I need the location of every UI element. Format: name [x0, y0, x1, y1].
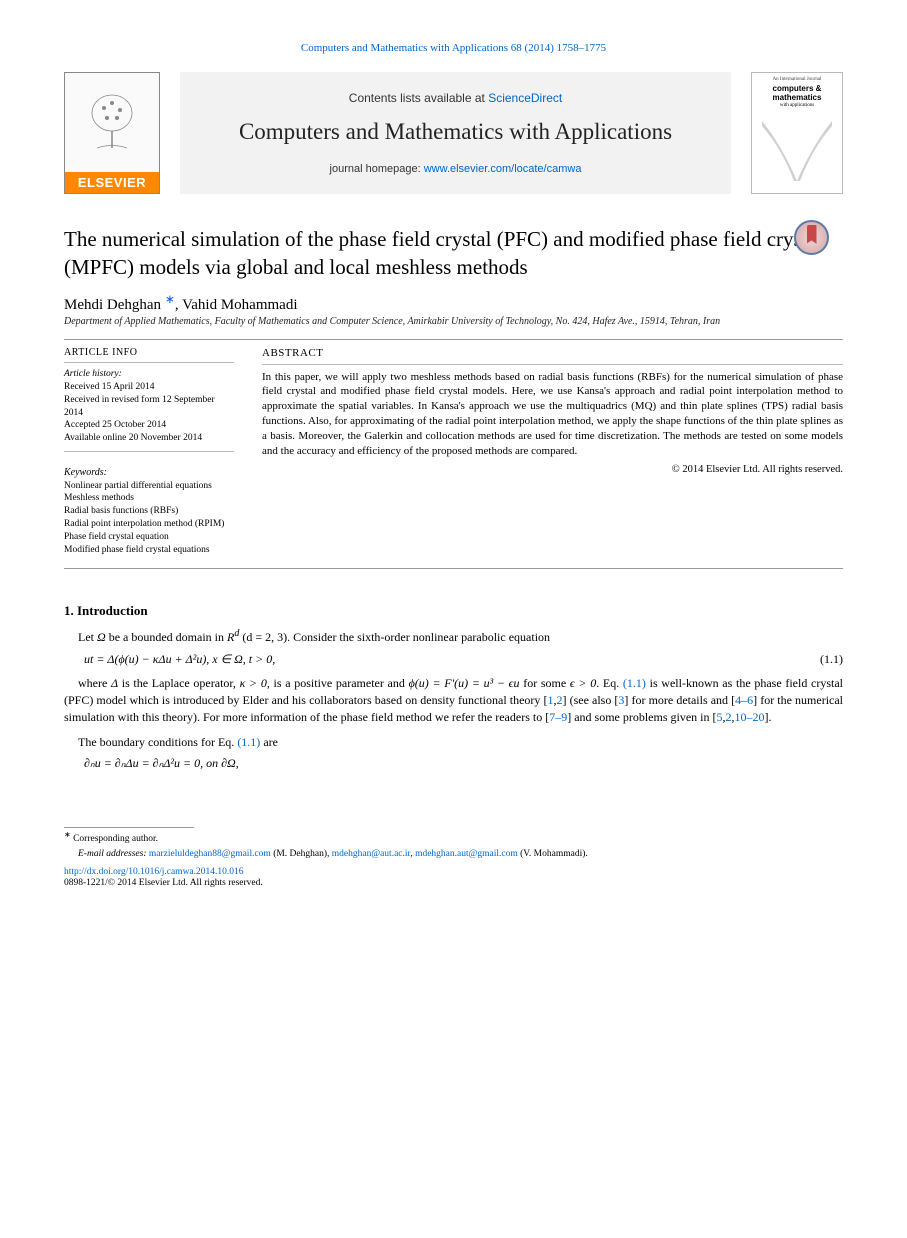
- publisher-logo[interactable]: ELSEVIER: [64, 72, 160, 194]
- section-header-intro: 1. Introduction: [0, 569, 907, 619]
- journal-cover[interactable]: An International Journal computers & mat…: [751, 72, 843, 194]
- eqref-1-1b[interactable]: (1.1): [237, 735, 260, 749]
- history-header: Article history:: [64, 368, 234, 381]
- email-label: E-mail addresses:: [78, 849, 149, 859]
- keyword-5: Phase field crystal equation: [64, 531, 234, 544]
- center-banner: Contents lists available at ScienceDirec…: [180, 72, 731, 194]
- cover-art: [756, 112, 838, 189]
- p2-t9: . Eq.: [596, 676, 623, 690]
- ref-7-9[interactable]: 7–9: [549, 710, 567, 724]
- eq-number: (1.1): [820, 652, 843, 667]
- article-title: The numerical simulation of the phase fi…: [0, 225, 907, 282]
- meta-abstract-row: ARTICLE INFO Article history: Received 1…: [0, 340, 907, 557]
- abstract-copyright: © 2014 Elsevier Ltd. All rights reserved…: [262, 463, 843, 477]
- p2-delta: Δ: [111, 676, 118, 690]
- p3-t1: The boundary conditions for Eq.: [78, 735, 237, 749]
- keyword-6: Modified phase field crystal equations: [64, 544, 234, 557]
- contents-prefix: Contents lists available at: [349, 91, 488, 105]
- elsevier-label: ELSEVIER: [65, 172, 159, 193]
- p2-t15: ].: [765, 710, 772, 724]
- info-divider: [64, 362, 234, 363]
- cover-top-text: An International Journal: [756, 77, 838, 82]
- p2-eps: ϵ > 0: [570, 676, 596, 690]
- p2-t12: ] for more details and [: [624, 693, 735, 707]
- p1-t6: (d = 2, 3). Consider the sixth-order non…: [239, 630, 550, 644]
- homepage-link[interactable]: www.elsevier.com/locate/camwa: [424, 163, 582, 175]
- p2-t7: for some: [520, 676, 570, 690]
- abstract-divider: [262, 364, 843, 365]
- p1-t1: Let: [78, 630, 97, 644]
- p1-t3: be a bounded domain in: [106, 630, 227, 644]
- p2-t3: is the Laplace operator,: [118, 676, 240, 690]
- accepted-date: Accepted 25 October 2014: [64, 419, 234, 432]
- paragraph-2: where Δ is the Laplace operator, κ > 0, …: [0, 667, 907, 725]
- abstract-body: In this paper, we will apply two meshles…: [262, 370, 843, 459]
- email-2[interactable]: mdehghan@aut.ac.ir: [332, 849, 411, 859]
- eqref-1-1a[interactable]: (1.1): [623, 676, 646, 690]
- corresponding-star[interactable]: ∗: [165, 292, 175, 306]
- banner-row: ELSEVIER Contents lists available at Sci…: [0, 72, 907, 194]
- abstract-column: ABSTRACT In this paper, we will apply tw…: [262, 346, 843, 557]
- p2-t5: , is a positive parameter and: [267, 676, 409, 690]
- eq2-body: ∂ₙu = ∂ₙΔu = ∂ₙΔ²u = 0, on ∂Ω,: [64, 756, 843, 771]
- elsevier-tree-icon: [65, 73, 159, 172]
- cover-subtitle: with applications: [756, 103, 838, 108]
- paragraph-1: Let Ω be a bounded domain in Rd (d = 2, …: [0, 619, 907, 646]
- email-aff-2: (V. Mohammadi).: [518, 849, 588, 859]
- contents-line: Contents lists available at ScienceDirec…: [349, 91, 562, 105]
- authors-line: Mehdi Dehghan ∗, Vahid Mohammadi: [0, 282, 907, 314]
- homepage-line: journal homepage: www.elsevier.com/locat…: [330, 163, 582, 175]
- email-aff-1: (M. Dehghan),: [271, 849, 332, 859]
- author-2[interactable]: , Vahid Mohammadi: [175, 297, 298, 313]
- citation-header[interactable]: Computers and Mathematics with Applicati…: [0, 0, 907, 72]
- sciencedirect-link[interactable]: ScienceDirect: [488, 91, 562, 105]
- p2-kappa: κ > 0: [240, 676, 267, 690]
- received-date: Received 15 April 2014: [64, 381, 234, 394]
- affiliation: Department of Applied Mathematics, Facul…: [0, 314, 907, 327]
- email-1[interactable]: marzieluldeghan88@gmail.com: [149, 849, 271, 859]
- p2-t1: where: [78, 676, 111, 690]
- ref-10-20[interactable]: 10–20: [735, 710, 765, 724]
- journal-title-text: Computers and Mathematics with Applicati…: [239, 119, 672, 145]
- footnote-text-1: Corresponding author.: [71, 835, 158, 845]
- author-1[interactable]: Mehdi Dehghan: [64, 297, 165, 313]
- homepage-prefix: journal homepage:: [330, 163, 424, 175]
- keyword-3: Radial basis functions (RBFs): [64, 505, 234, 518]
- equation-1: ut = Δ(ϕ(u) − κΔu + Δ²u), x ∈ Ω, t > 0, …: [0, 646, 907, 667]
- available-date: Available online 20 November 2014: [64, 432, 234, 445]
- p2-t11: ] (see also [: [563, 693, 619, 707]
- keyword-1: Nonlinear partial differential equations: [64, 480, 234, 493]
- email-3[interactable]: mdehghan.aut@gmail.com: [415, 849, 518, 859]
- ref-4-6[interactable]: 4–6: [735, 693, 753, 707]
- footnote-corresponding: ∗ Corresponding author.: [0, 828, 907, 846]
- doi-link[interactable]: http://dx.doi.org/10.1016/j.camwa.2014.1…: [64, 867, 244, 877]
- equation-2: ∂ₙu = ∂ₙΔu = ∂ₙΔ²u = 0, on ∂Ω,: [0, 750, 907, 771]
- keyword-2: Meshless methods: [64, 492, 234, 505]
- eq-body: ut = Δ(ϕ(u) − κΔu + Δ²u), x ∈ Ω, t > 0,: [64, 652, 820, 667]
- article-info-header: ARTICLE INFO: [64, 346, 234, 360]
- cover-title: computers & mathematics: [756, 84, 838, 102]
- keywords-header: Keywords:: [64, 466, 234, 480]
- p3-t2: are: [260, 735, 278, 749]
- doi-line: http://dx.doi.org/10.1016/j.camwa.2014.1…: [0, 861, 907, 877]
- footnote-emails: E-mail addresses: marzieluldeghan88@gmai…: [0, 846, 907, 861]
- info-divider-2: [64, 451, 234, 452]
- paragraph-3: The boundary conditions for Eq. (1.1) ar…: [0, 726, 907, 751]
- article-info-column: ARTICLE INFO Article history: Received 1…: [64, 346, 234, 557]
- revised-date: Received in revised form 12 September 20…: [64, 394, 234, 420]
- p2-phi: ϕ(u) = F'(u) = u³ − ϵu: [409, 676, 520, 690]
- crossmark-icon[interactable]: [794, 220, 829, 255]
- bottom-copyright: 0898-1221/© 2014 Elsevier Ltd. All right…: [0, 877, 907, 888]
- p1-omega: Ω: [97, 630, 106, 644]
- keyword-4: Radial point interpolation method (RPIM): [64, 518, 234, 531]
- p2-t14: ] and some problems given in [: [567, 710, 716, 724]
- footnote-star: ∗: [64, 830, 71, 839]
- abstract-header: ABSTRACT: [262, 346, 843, 361]
